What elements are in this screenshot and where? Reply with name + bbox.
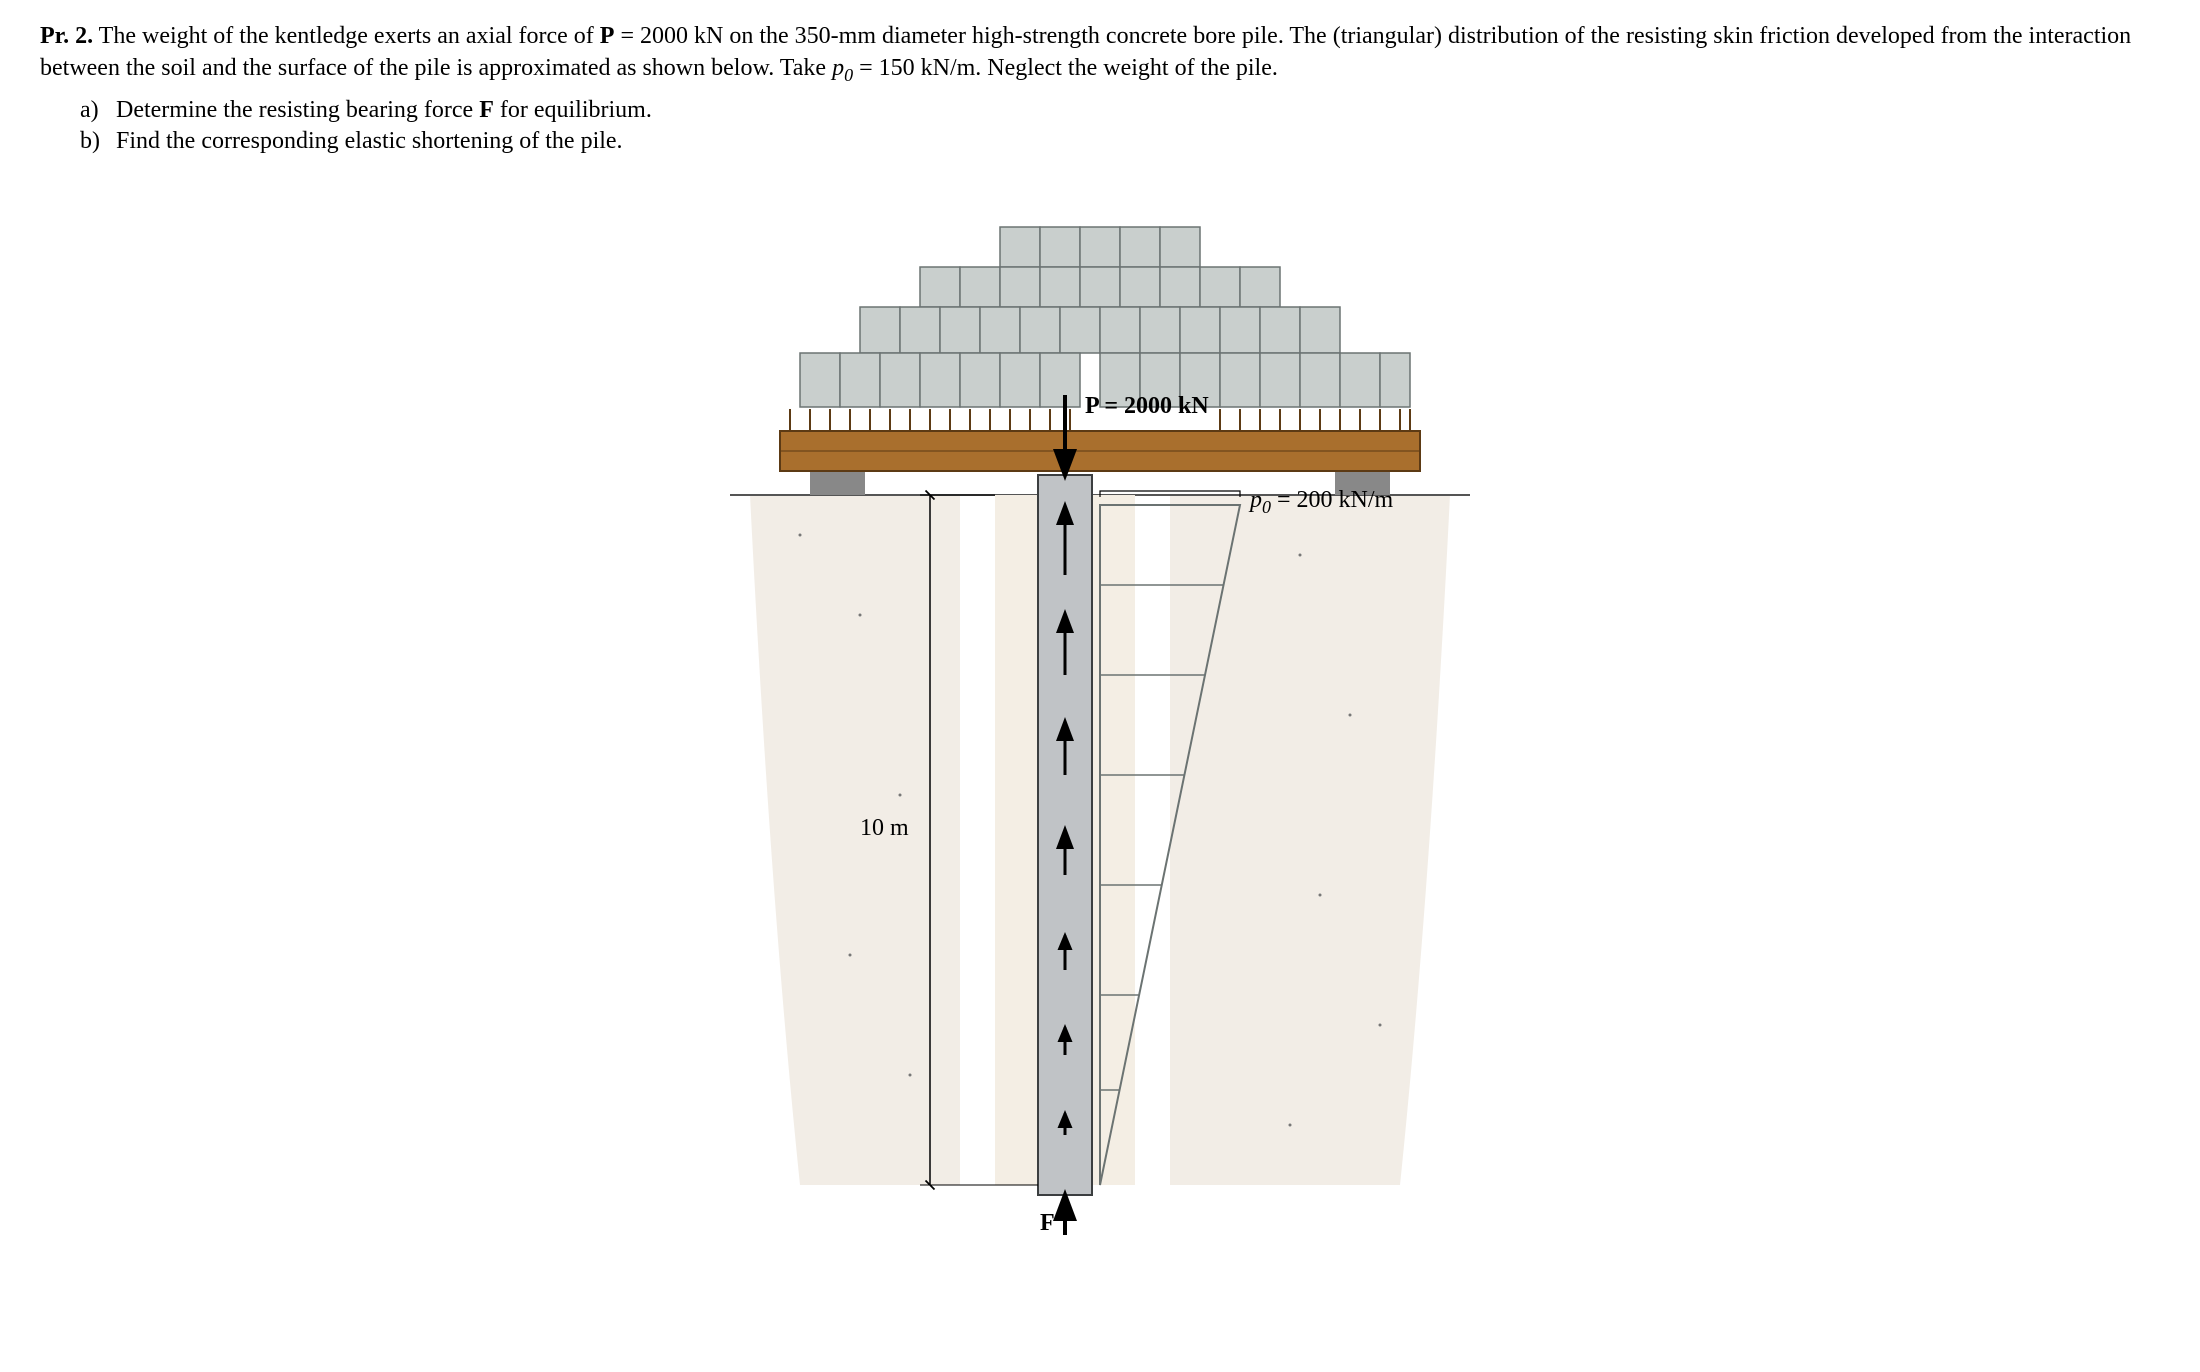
label-p0-rest: = 200 kN/m (1271, 487, 1393, 513)
figure: P = 2000 kN p0 = 200 kN/m 10 m F (600, 195, 1600, 1245)
text-3: = 150 kN/m. Neglect the weight of the pi… (853, 55, 1278, 81)
problem-statement: Pr. 2. The weight of the kentledge exert… (40, 20, 2160, 87)
a-post: for equilibrium. (494, 97, 652, 123)
label-length: 10 m (860, 815, 909, 842)
subpart-b-row: b) Find the corresponding elastic shorte… (80, 128, 2160, 155)
a-pre: Determine the resisting bearing force (116, 97, 479, 123)
label-F: F (1040, 1210, 1055, 1237)
label-P: P = 2000 kN (1085, 393, 1209, 420)
subpart-b-label: b) (80, 128, 116, 155)
subparts: a) Determine the resisting bearing force… (80, 97, 2160, 155)
figure-svg (600, 195, 1600, 1245)
text-1: The weight of the kentledge exerts an ax… (93, 23, 600, 49)
subpart-b-text: Find the corresponding elastic shortenin… (116, 128, 623, 155)
var-P: P (600, 23, 615, 49)
problem-label: Pr. 2. (40, 23, 93, 49)
var-p0-p: p (832, 55, 844, 81)
label-p0-sub: 0 (1262, 497, 1271, 517)
label-p0-p: p (1250, 487, 1262, 513)
a-F: F (479, 97, 494, 123)
subpart-a-row: a) Determine the resisting bearing force… (80, 97, 2160, 124)
label-p0: p0 = 200 kN/m (1250, 487, 1393, 518)
subpart-a-label: a) (80, 97, 116, 124)
subpart-a-text: Determine the resisting bearing force F … (116, 97, 652, 124)
var-p0-sub: 0 (844, 65, 853, 85)
